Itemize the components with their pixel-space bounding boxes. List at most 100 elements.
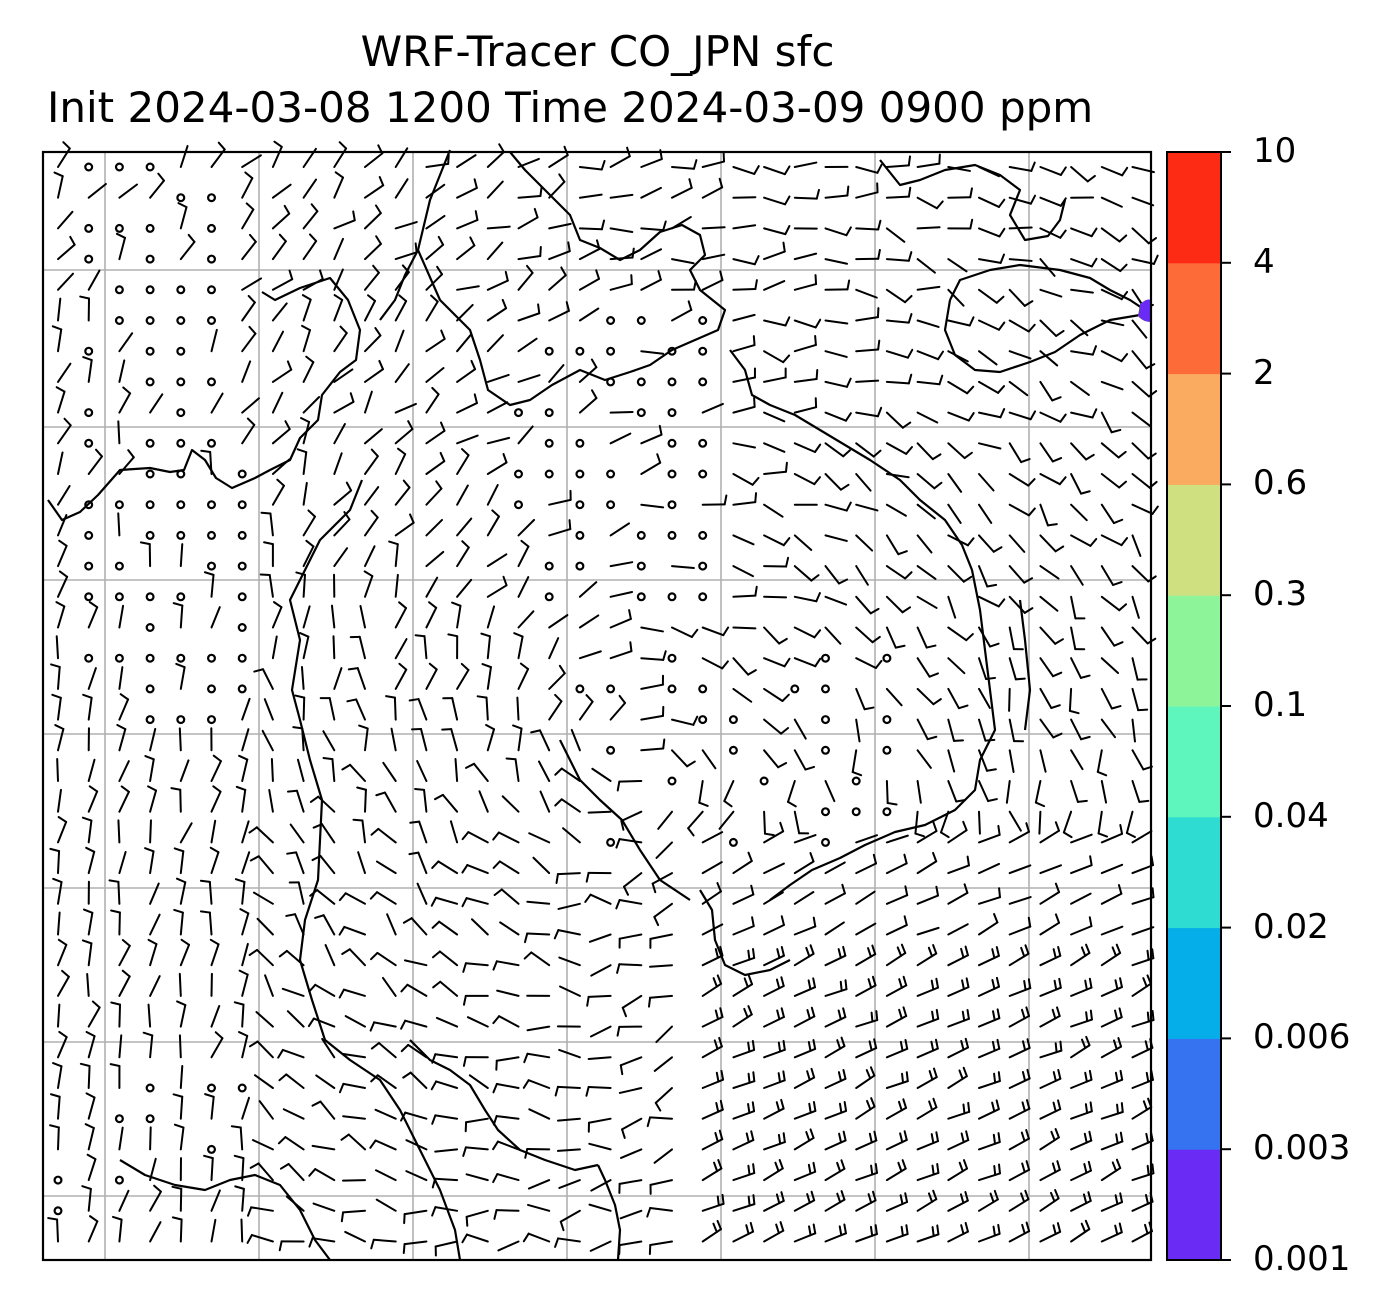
wind-barb: [81, 939, 93, 967]
wind-barb: [149, 1184, 162, 1212]
wind-barb: [57, 969, 70, 997]
wind-barb: [548, 693, 563, 721]
wind-barb: [1100, 977, 1123, 997]
wind-barb: [486, 143, 505, 168]
wind-barb: [235, 785, 247, 813]
wind-barb: [465, 1173, 489, 1182]
wind-barb: [978, 780, 998, 803]
wind-barb: [118, 386, 132, 414]
wind-barb: [369, 1139, 397, 1151]
wind-barb: [978, 503, 993, 524]
wind-barb: [916, 1162, 940, 1182]
wind-barb: [701, 1193, 725, 1212]
wind-barb: [87, 758, 96, 782]
wind-barb: [947, 1037, 969, 1059]
wind-barb: [486, 436, 511, 445]
wind-barb: [855, 687, 875, 711]
wind-barb: [1100, 1037, 1123, 1059]
wind-barb: [87, 269, 101, 291]
wind-barb: [364, 359, 384, 383]
wind-barb: [456, 154, 477, 168]
wind-barb: [528, 832, 551, 844]
wind-barb: [1008, 503, 1036, 517]
wind-barb: [486, 225, 511, 230]
wind-barb: [609, 247, 635, 261]
wind-barb: [416, 760, 428, 782]
wind-barb: [548, 173, 566, 199]
wind-barb: [307, 1017, 336, 1028]
wind-barb: [271, 183, 292, 199]
wind-barb: [86, 1153, 97, 1182]
wind-barb: [947, 442, 973, 460]
wind-barb: [763, 657, 791, 668]
wind-barb: [763, 915, 785, 936]
wind-barb: [855, 1224, 878, 1243]
wind-barb: [517, 662, 530, 690]
wind-barb: [578, 193, 603, 199]
wind-barb: [414, 787, 428, 813]
wind-barb: [416, 882, 428, 905]
wind-barb: [271, 204, 291, 230]
wind-barb: [431, 1114, 459, 1125]
wind-barb: [210, 392, 224, 414]
wind-barb: [587, 1117, 612, 1133]
wind-barb: [1131, 948, 1155, 967]
wind-barb: [763, 749, 788, 769]
wind-barb: [539, 790, 551, 813]
wind-barb: [433, 793, 459, 813]
wind-barb: [559, 985, 581, 997]
wind-barb: [461, 1233, 489, 1244]
colorbar-segment: [1167, 373, 1221, 485]
wind-barb: [947, 218, 974, 230]
wind-barb: [732, 948, 756, 967]
wind-barb: [793, 369, 819, 383]
wind-barb: [431, 1206, 459, 1217]
colorbar-segment: [1167, 1038, 1221, 1150]
colorbar: [1166, 151, 1231, 1261]
wind-barb: [1068, 687, 1080, 715]
wind-barb: [332, 635, 336, 660]
wind-barbs: [47, 140, 1159, 1257]
wind-barb: [701, 1036, 723, 1059]
wind-barb: [824, 411, 852, 422]
wind-barb: [1070, 319, 1089, 337]
wind-barb: [1008, 687, 1011, 712]
calm-wind-marker: [698, 715, 708, 725]
wind-barb: [241, 325, 257, 353]
wind-barb: [176, 1000, 187, 1028]
wind-barb: [978, 626, 1000, 648]
wind-barb: [449, 820, 459, 844]
calm-wind-marker: [145, 438, 155, 448]
wind-barb: [824, 350, 848, 358]
wind-barb: [824, 1069, 847, 1089]
wind-barb: [149, 1221, 162, 1243]
wind-barb: [732, 585, 758, 598]
wind-barb: [52, 1062, 63, 1089]
calm-wind-marker: [820, 807, 830, 817]
wind-barb: [333, 294, 344, 322]
wind-barb: [117, 420, 121, 445]
wind-barb: [112, 1215, 123, 1243]
wind-barb: [315, 1074, 336, 1089]
wind-barb: [1070, 227, 1098, 238]
wind-barb: [370, 1042, 397, 1059]
wind-barb: [763, 976, 785, 997]
wind-barb: [616, 963, 643, 974]
wind-barb: [855, 975, 877, 997]
wind-barb: [885, 780, 898, 806]
wind-barb: [947, 258, 968, 273]
wind-barb: [241, 1096, 251, 1120]
wind-barb: [947, 503, 962, 524]
wind-barb: [824, 319, 849, 325]
wind-barb: [1100, 595, 1128, 612]
wind-barb: [701, 1007, 724, 1028]
wind-barb: [1039, 534, 1065, 553]
wind-barb: [1100, 943, 1122, 967]
wind-barb: [701, 923, 724, 936]
wind-barb: [793, 852, 815, 875]
wind-barb: [701, 945, 724, 967]
wind-barb: [434, 1240, 459, 1257]
calm-wind-marker: [575, 346, 585, 356]
wind-barb: [978, 1189, 999, 1212]
wind-barb: [341, 763, 366, 782]
